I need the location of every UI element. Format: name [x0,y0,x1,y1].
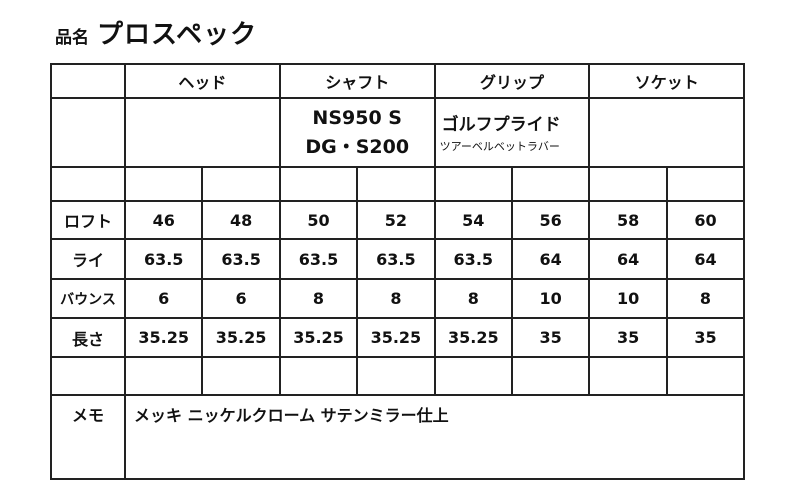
blank-row [50,166,746,202]
grip-model: ツアーベルベットラバー [439,139,560,153]
column-socket: ソケット [588,63,746,99]
socket-spec [588,97,746,168]
spec-table: ヘッド シャフト グリップ ソケット NS950 S DG・S200 ゴルフプラ… [50,63,746,480]
shaft-spec: NS950 S DG・S200 [278,97,436,168]
spec-row: ロフト 46 48 50 52 54 56 58 60 [50,200,746,240]
spec-value: 56 [510,200,591,240]
spec-value: 63.5 [278,238,359,280]
header-row: ヘッド シャフト グリップ ソケット [50,63,746,99]
spec-value: 63.5 [356,238,436,280]
grip-spec: ゴルフプライド ツアーベルベットラバー [433,97,591,168]
spec-row: 長さ 35.25 35.25 35.25 35.25 35.25 35 35 35 [50,317,746,358]
spec-value: 6 [201,278,281,319]
memo-text: メッキ ニッケルクローム サテンミラー仕上 [123,394,746,480]
spec-value: 35 [510,317,591,358]
spec-value: 48 [201,200,281,240]
product-name: プロスペック [97,20,258,50]
spec-value: 35.25 [278,317,359,358]
blank-row [50,356,746,396]
spec-value: 63.5 [201,238,281,280]
spec-value: 60 [665,200,746,240]
shaft-line: DG・S200 [305,135,410,158]
memo-row: メモ メッキ ニッケルクローム サテンミラー仕上 [50,394,746,480]
spec-value: 8 [278,278,359,319]
spec-row: バウンス 6 6 8 8 8 10 10 8 [50,278,746,319]
spec-value: 8 [665,278,746,319]
spec-value: 58 [588,200,668,240]
component-row: NS950 S DG・S200 ゴルフプライド ツアーベルベットラバー [50,97,746,168]
row-label: 長さ [50,317,126,358]
column-shaft: シャフト [278,63,436,99]
spec-value: 8 [433,278,513,319]
spec-value: 6 [123,278,204,319]
spec-value: 63.5 [123,238,204,280]
product-title: 品名 プロスペック [55,14,257,51]
head-spec [124,97,281,168]
spec-value: 35 [665,317,746,358]
shaft-line: NS950 S [312,106,402,129]
grip-brand: ゴルフプライド [441,114,561,135]
spec-value: 64 [510,238,591,280]
column-grip: グリップ [433,63,591,99]
spec-value: 64 [588,238,668,280]
spec-value: 35.25 [356,317,436,358]
spec-value: 35.25 [123,317,204,358]
spec-value: 50 [278,200,359,240]
row-label: ライ [50,238,126,280]
spec-row: ライ 63.5 63.5 63.5 63.5 63.5 64 64 64 [50,238,746,280]
spec-value: 8 [356,278,436,319]
spec-value: 64 [665,238,746,280]
spec-value: 46 [123,200,204,240]
spec-value: 35.25 [201,317,281,358]
spec-value: 52 [356,200,436,240]
spec-value: 35.25 [433,317,513,358]
empty-cell [50,63,126,99]
product-name-label: 品名 [55,28,89,48]
spec-value: 35 [588,317,668,358]
column-head: ヘッド [124,63,281,99]
row-label: ロフト [50,200,126,240]
row-label: バウンス [50,278,126,319]
spec-value: 10 [510,278,591,319]
spec-value: 54 [433,200,513,240]
empty-cell [50,97,126,168]
spec-value: 63.5 [433,238,513,280]
spec-value: 10 [588,278,668,319]
memo-label: メモ [50,394,126,480]
